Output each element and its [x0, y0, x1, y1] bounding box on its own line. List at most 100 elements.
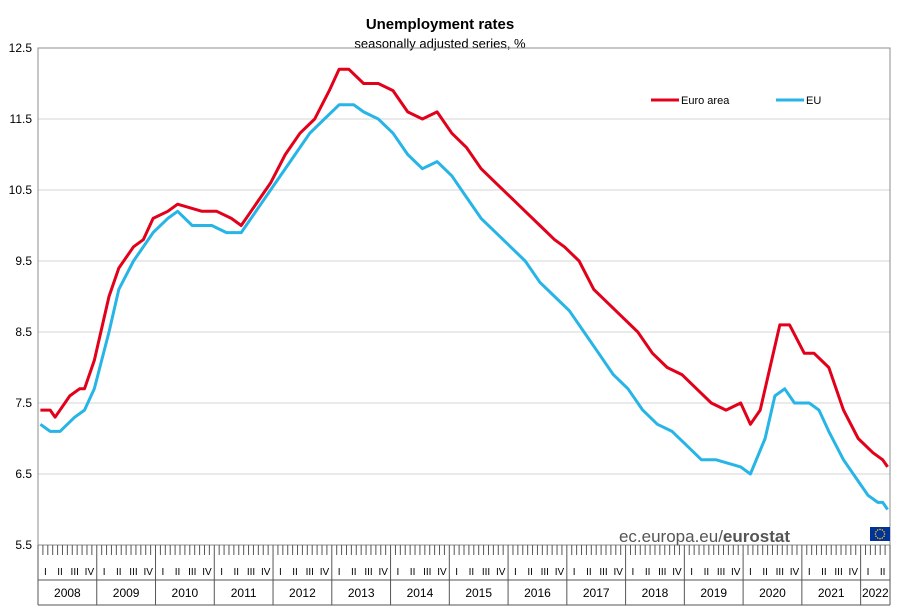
quarter-label: I [573, 567, 576, 578]
quarter-label: IV [143, 567, 153, 578]
series-layer [39, 67, 889, 511]
quarter-label: II [57, 567, 63, 578]
grid-lines [38, 118, 890, 475]
year-label: 2011 [231, 586, 257, 600]
year-label: 2015 [465, 586, 492, 600]
y-tick-label: 6.5 [15, 467, 32, 481]
quarter-label: III [482, 567, 490, 578]
flag-star [881, 537, 884, 539]
quarter-label: III [423, 567, 431, 578]
quarter-label: III [658, 567, 666, 578]
eu-flag-icon [870, 527, 890, 541]
quarter-label: II [175, 567, 181, 578]
quarter-label: I [632, 567, 635, 578]
quarter-label: I [514, 567, 517, 578]
quarter-label: IV [496, 567, 506, 578]
quarter-label: I [279, 567, 282, 578]
y-tick-label: 10.5 [9, 183, 33, 197]
quarter-label: II [116, 567, 122, 578]
quarter-label: II [762, 567, 768, 578]
series-line-euro-area [40, 67, 889, 468]
quarter-label: I [220, 567, 223, 578]
quarter-label: IV [555, 567, 565, 578]
quarter-label: II [234, 567, 240, 578]
y-tick-label: 11.5 [10, 112, 33, 126]
quarter-label: II [880, 567, 886, 578]
y-tick-label: 8.5 [15, 325, 32, 339]
quarter-label: III [541, 567, 549, 578]
year-label: 2009 [113, 586, 140, 600]
flag-star [879, 537, 881, 540]
y-tick-label: 5.5 [15, 538, 32, 552]
year-label: 2017 [583, 586, 610, 600]
quarter-label: III [71, 567, 79, 578]
flag-star [875, 535, 877, 538]
flag-star [883, 530, 885, 533]
flag-star [881, 529, 884, 531]
legend-label-euro-area: Euro area [681, 95, 730, 107]
legend: Euro area EU [651, 95, 821, 107]
quarter-label: IV [320, 567, 330, 578]
quarter-label: I [690, 567, 693, 578]
quarter-label: II [527, 567, 533, 578]
quarter-label: III [306, 567, 314, 578]
flag-star [876, 537, 879, 539]
quarter-label: II [645, 567, 651, 578]
quarter-label: I [397, 567, 400, 578]
quarter-label: I [161, 567, 164, 578]
y-axis: 12.5 11.5 10.5 9.5 8.5 7.5 6.5 5.5 [9, 41, 33, 552]
quarter-label: I [808, 567, 811, 578]
quarter-label: I [867, 567, 870, 578]
plot-frame [37, 47, 891, 546]
year-label: 2018 [642, 586, 669, 600]
quarter-label: I [455, 567, 458, 578]
flag-star [883, 535, 885, 538]
quarter-label: III [834, 567, 842, 578]
quarter-label: II [586, 567, 592, 578]
quarter-label: IV [790, 567, 800, 578]
quarter-label: II [704, 567, 710, 578]
quarter-label: II [469, 567, 475, 578]
flag-star [874, 533, 877, 535]
legend-label-eu: EU [806, 95, 821, 107]
quarter-label: III [717, 567, 725, 578]
quarter-label: IV [202, 567, 212, 578]
source-brand: eurostat [723, 527, 790, 546]
quarter-label: IV [437, 567, 447, 578]
quarter-label: III [599, 567, 607, 578]
quarter-label: IV [378, 567, 388, 578]
flag-star [879, 528, 881, 531]
quarter-label: I [103, 567, 106, 578]
quarter-label: III [188, 567, 196, 578]
quarter-label: IV [261, 567, 271, 578]
quarter-label: IV [85, 567, 95, 578]
source-text: ec.europa.eu/eurostat [619, 527, 790, 546]
quarter-label: II [351, 567, 357, 578]
quarter-label: I [44, 567, 47, 578]
source-footer: ec.europa.eu/eurostat [619, 527, 890, 546]
year-label: 2021 [818, 586, 845, 600]
quarter-label: III [776, 567, 784, 578]
chart-subtitle: seasonally adjusted series, % [354, 36, 526, 51]
quarter-label: II [292, 567, 298, 578]
quarter-label: II [410, 567, 416, 578]
flag-star [876, 529, 879, 531]
flag-star [875, 530, 877, 533]
eu-flag-stars [874, 528, 886, 540]
year-label: 2013 [348, 586, 375, 600]
flag-star [883, 533, 886, 535]
source-url: ec.europa.eu/ [619, 527, 723, 546]
quarter-label: I [749, 567, 752, 578]
quarter-label: IV [672, 567, 682, 578]
year-label: 2020 [759, 586, 786, 600]
quarter-label: IV [849, 567, 859, 578]
year-label: 2016 [524, 586, 551, 600]
series-line-eu [39, 103, 889, 511]
year-label: 2008 [54, 586, 81, 600]
quarter-label: IV [731, 567, 741, 578]
quarter-label: IV [614, 567, 624, 578]
quarter-label: III [247, 567, 255, 578]
chart-title: Unemployment rates [366, 16, 514, 33]
quarter-label: II [821, 567, 827, 578]
